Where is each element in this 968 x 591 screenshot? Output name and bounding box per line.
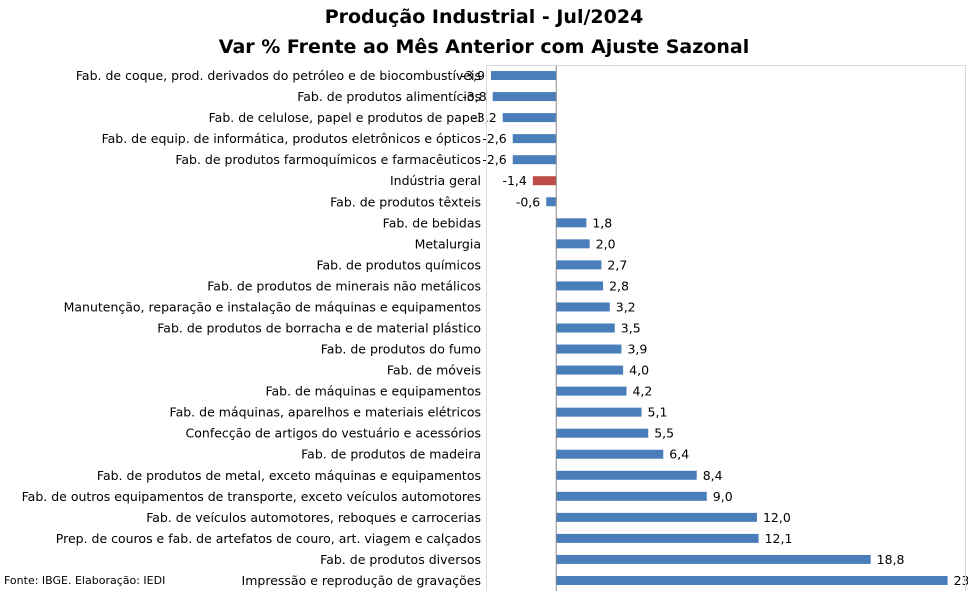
bar xyxy=(492,92,557,102)
source-note: Fonte: IBGE. Elaboração: IEDI xyxy=(4,574,166,587)
bar xyxy=(556,428,649,438)
bar xyxy=(512,134,557,144)
bar xyxy=(556,407,642,417)
category-label: Fab. de móveis xyxy=(387,363,481,378)
bar xyxy=(491,71,557,81)
category-label: Impressão e reprodução de gravações xyxy=(242,573,481,588)
category-label: Fab. de produtos de metal, exceto máquin… xyxy=(97,468,481,483)
bar xyxy=(556,533,759,543)
data-label: 3,9 xyxy=(627,342,647,357)
data-label: 2,7 xyxy=(607,257,627,272)
bar xyxy=(556,260,602,270)
bar xyxy=(556,323,615,333)
data-label: -1,4 xyxy=(502,173,526,188)
category-label: Prep. de couros e fab. de artefatos de c… xyxy=(56,531,481,546)
bar xyxy=(556,239,590,249)
category-label: Fab. de produtos alimentícios xyxy=(297,89,481,104)
category-label: Fab. de celulose, papel e produtos de pa… xyxy=(209,110,481,125)
data-label: 12,1 xyxy=(765,531,793,546)
bar xyxy=(556,449,664,459)
bar xyxy=(556,365,624,375)
data-label: -0,6 xyxy=(516,194,540,209)
data-label: 3,5 xyxy=(621,321,641,336)
data-label: 9,0 xyxy=(713,489,733,504)
data-label: -2,6 xyxy=(482,131,506,146)
bar xyxy=(556,491,707,501)
data-label: 2,8 xyxy=(609,278,629,293)
category-label: Fab. de outros equipamentos de transport… xyxy=(22,489,481,504)
bar xyxy=(512,155,557,165)
data-label: 8,4 xyxy=(703,468,723,483)
category-label: Indústria geral xyxy=(390,173,481,188)
data-label: 12,0 xyxy=(763,510,791,525)
data-label: 4,2 xyxy=(632,384,652,399)
bar xyxy=(546,197,557,207)
data-label: 1,8 xyxy=(592,215,612,230)
bar xyxy=(556,512,757,522)
data-label: -2,6 xyxy=(482,152,506,167)
category-label: Fab. de máquinas, aparelhos e materiais … xyxy=(170,405,481,420)
data-label: 5,5 xyxy=(654,426,674,441)
category-label: Fab. de veículos automotores, reboques e… xyxy=(146,510,481,525)
data-label: 23,4 xyxy=(954,573,968,588)
data-label: 18,8 xyxy=(877,552,905,567)
data-label: 3,2 xyxy=(616,299,636,314)
data-label: 2,0 xyxy=(596,236,616,251)
category-label: Fab. de produtos de borracha e de materi… xyxy=(157,321,481,336)
data-label: 6,4 xyxy=(669,447,689,462)
category-label: Fab. de máquinas e equipamentos xyxy=(265,384,481,399)
bar xyxy=(556,218,587,228)
category-label: Fab. de produtos têxteis xyxy=(330,194,481,209)
category-label: Fab. de produtos diversos xyxy=(320,552,481,567)
category-label: Confecção de artigos do vestuário e aces… xyxy=(186,426,481,441)
bar xyxy=(556,470,697,480)
bar xyxy=(556,575,948,585)
bar xyxy=(556,344,622,354)
category-label: Fab. de produtos de minerais não metálic… xyxy=(207,278,481,293)
plot-area-border xyxy=(486,65,966,591)
category-label: Fab. de produtos farmoquímicos e farmacê… xyxy=(175,152,481,167)
data-label: -3,8 xyxy=(462,89,486,104)
data-label: 4,0 xyxy=(629,363,649,378)
chart-subtitle: Var % Frente ao Mês Anterior com Ajuste … xyxy=(218,36,750,58)
category-label: Fab. de produtos químicos xyxy=(316,257,481,272)
category-label: Fab. de bebidas xyxy=(383,215,481,230)
category-label: Fab. de coque, prod. derivados do petról… xyxy=(76,68,481,83)
bar xyxy=(502,113,557,123)
bar xyxy=(556,554,871,564)
category-label: Manutenção, reparação e instalação de má… xyxy=(64,299,481,314)
category-label: Fab. de produtos de madeira xyxy=(301,447,481,462)
data-label: -3,9 xyxy=(461,68,485,83)
category-label: Metalurgia xyxy=(415,236,481,251)
bar xyxy=(556,386,627,396)
chart-title: Produção Industrial - Jul/2024 xyxy=(324,6,644,28)
category-label: Fab. de produtos do fumo xyxy=(321,342,481,357)
category-label: Fab. de equip. de informática, produtos … xyxy=(102,131,481,146)
bar xyxy=(556,302,610,312)
data-label: 5,1 xyxy=(648,405,668,420)
data-label: -3,2 xyxy=(472,110,496,125)
bar xyxy=(532,176,557,186)
bar xyxy=(556,281,604,291)
